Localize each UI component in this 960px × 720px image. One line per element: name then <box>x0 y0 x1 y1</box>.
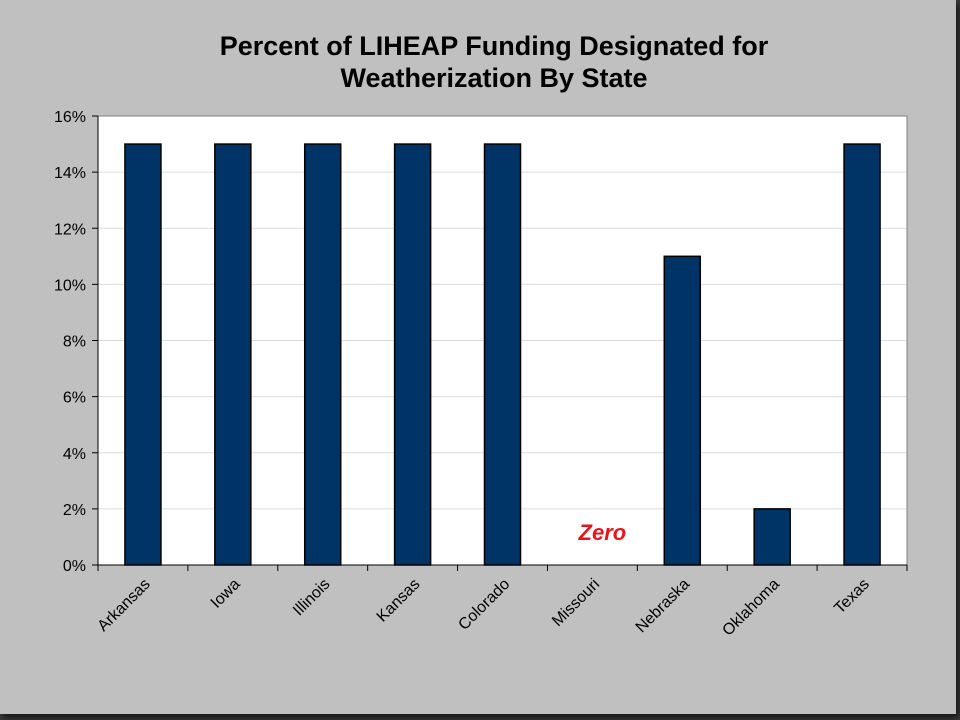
x-axis-labels: Arkansas Iowa Illinois Kansas Colorado Missou… <box>95 576 873 640</box>
x-tick-label: Kansas <box>374 576 424 626</box>
x-tick-label: Missouri <box>549 576 603 630</box>
bar-arkansas <box>124 143 162 566</box>
y-tick-label: 4% <box>63 446 86 463</box>
y-tick-label: 14% <box>54 165 86 182</box>
bar-iowa <box>214 143 252 566</box>
chart-title: Percent of LIHEAP Funding Designated for… <box>80 30 908 94</box>
x-tick-label: Colorado <box>455 576 513 634</box>
chart-title-line-1: Percent of LIHEAP Funding Designated for <box>219 31 769 61</box>
y-tick-label: 10% <box>54 277 86 294</box>
bar-kansas <box>393 143 432 566</box>
x-tick-label: Illinois <box>290 576 333 619</box>
y-tick-label: 0% <box>63 558 86 575</box>
x-tick-label: Nebraska <box>633 576 694 637</box>
annotation-label: Zero <box>578 520 627 545</box>
bars <box>124 143 881 566</box>
x-tick-label: Oklahoma <box>719 576 783 640</box>
y-axis-ticks: 0% 2% 4% 6% 8% 10% 12% 14% 16% <box>54 109 98 575</box>
y-tick-label: 8% <box>63 334 86 351</box>
annotations: Zero <box>578 520 627 545</box>
y-tick-label: 12% <box>54 221 86 238</box>
bar-nebraska <box>663 255 702 566</box>
x-tick-label: Iowa <box>208 576 244 612</box>
y-tick-label: 2% <box>63 502 86 519</box>
bar-colorado <box>483 143 522 566</box>
bar-illinois <box>303 143 342 566</box>
y-tick-label: 16% <box>54 109 86 126</box>
chart-title-line-2: Weatherization By State <box>340 63 648 93</box>
x-tick-label: Texas <box>831 576 873 618</box>
y-tick-label: 6% <box>63 390 86 407</box>
x-tick-label: Arkansas <box>95 576 154 635</box>
bar-texas <box>843 143 881 566</box>
bar-oklahoma <box>753 508 791 566</box>
